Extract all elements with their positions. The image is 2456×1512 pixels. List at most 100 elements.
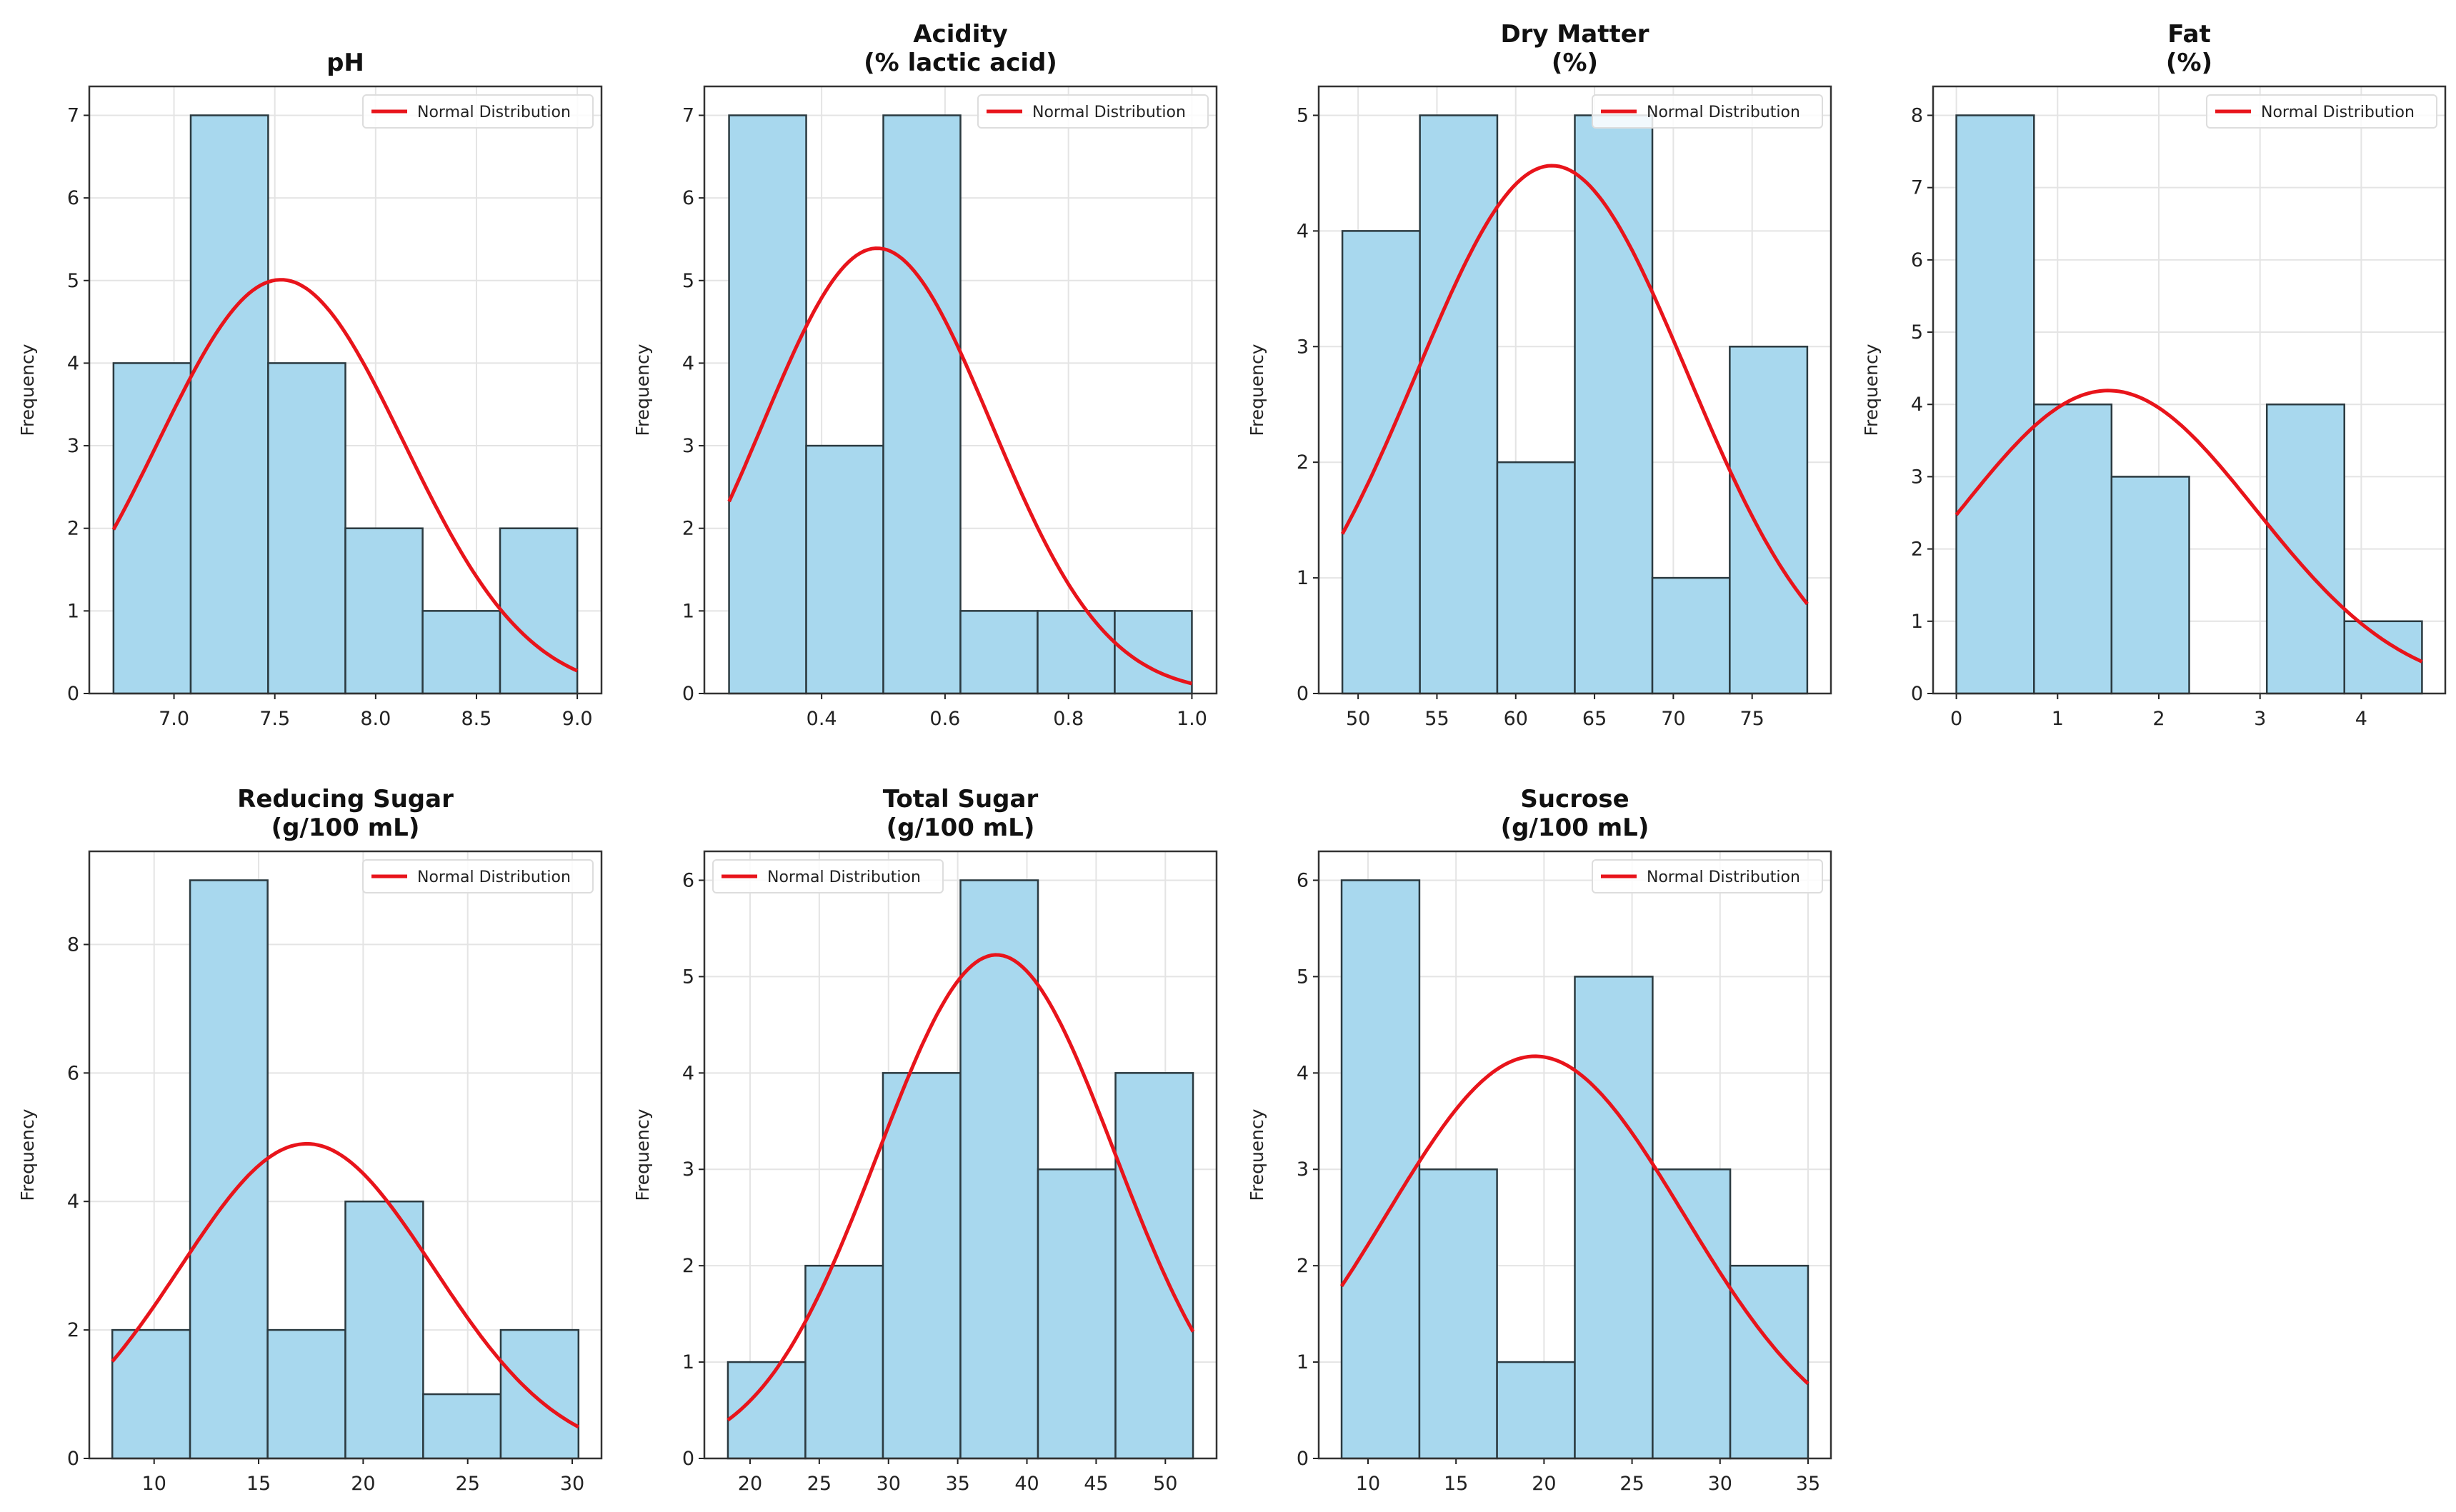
y-tick-label: 2 (67, 518, 79, 540)
y-tick-label: 5 (682, 270, 694, 292)
x-tick-label: 4 (2355, 708, 2367, 730)
x-tick-label: 2 (2152, 708, 2165, 730)
legend-label: Normal Distribution (767, 868, 921, 886)
x-tick-label: 10 (1356, 1473, 1380, 1495)
x-tick-label: 65 (1582, 708, 1607, 730)
histogram-bar (1729, 346, 1809, 695)
legend-label: Normal Distribution (1032, 104, 1186, 121)
y-tick-label: 1 (1297, 567, 1309, 589)
legend-box (1592, 859, 1823, 893)
y-tick-label: 2 (67, 1319, 79, 1341)
y-tick-label: 8 (67, 933, 79, 956)
y-tick-label: 4 (1911, 394, 1923, 416)
histogram-bar (1651, 576, 1731, 695)
x-tick-label: 35 (945, 1473, 969, 1495)
y-tick-label: 1 (1911, 611, 1923, 633)
x-tick-label: 0.6 (929, 708, 960, 730)
y-tick-label: 4 (67, 1191, 79, 1213)
y-tick-label: 4 (1297, 220, 1309, 242)
y-tick-label: 6 (1297, 869, 1309, 891)
legend-box (1592, 94, 1823, 129)
y-tick-label: 0 (682, 1448, 694, 1470)
legend: Normal Distribution (1592, 94, 1823, 129)
axes-frame (1317, 85, 1832, 695)
x-tick-label: 75 (1740, 708, 1764, 730)
x-tick-label: 70 (1661, 708, 1685, 730)
histogram-bar (1955, 114, 2035, 695)
x-tick-label: 10 (142, 1473, 166, 1495)
x-tick-label: 7.0 (159, 708, 189, 730)
legend-label: Normal Distribution (1647, 868, 1800, 886)
axes-frame (88, 85, 603, 695)
y-tick-label: 4 (67, 352, 79, 374)
y-tick-label: 7 (67, 104, 79, 126)
y-tick-label: 6 (682, 187, 694, 209)
x-tick-label: 25 (1619, 1473, 1644, 1495)
x-tick-label: 30 (560, 1473, 584, 1495)
y-tick-label: 1 (682, 600, 694, 622)
y-tick-label: 0 (67, 1448, 79, 1470)
legend-box (712, 859, 944, 893)
histogram-panel: 0 1 2 3 4 5 6 7 8 0 1 2 3 4 Fat(%) Frequency Normal Dist… (1861, 20, 2447, 730)
y-tick-label: 5 (1297, 966, 1309, 988)
chart-title: (g/100 mL) (1501, 813, 1649, 842)
legend-label: Normal Distribution (2261, 104, 2415, 121)
y-tick-label: 6 (67, 187, 79, 209)
histogram-bar (805, 444, 884, 695)
y-tick-label: 2 (682, 518, 694, 540)
histogram-bar (1574, 976, 1654, 1460)
x-tick-label: 15 (246, 1473, 271, 1495)
legend: Normal Distribution (2206, 94, 2437, 129)
histogram-bar (1037, 1168, 1117, 1460)
y-tick-label: 3 (1297, 1158, 1309, 1181)
normal-distribution-curve (727, 246, 1193, 686)
x-tick-label: 9.0 (562, 708, 593, 730)
histogram-bar (1340, 879, 1421, 1460)
histogram-bar (959, 879, 1039, 1460)
histogram-bar (2343, 620, 2423, 695)
legend-box (362, 859, 594, 893)
chart-title: Sucrose (1520, 785, 1629, 813)
legend-label: Normal Distribution (417, 104, 571, 121)
y-tick-label: 4 (682, 1062, 694, 1084)
chart-title: Fat (2167, 20, 2210, 49)
legend: Normal Distribution (362, 94, 594, 129)
histogram-bar (1341, 230, 1421, 695)
y-tick-label: 0 (1297, 1448, 1309, 1470)
chart-title: pH (326, 49, 364, 77)
y-tick-label: 6 (67, 1062, 79, 1084)
x-tick-label: 30 (877, 1473, 901, 1495)
histogram-bar (421, 610, 501, 695)
x-tick-label: 1 (2052, 708, 2064, 730)
x-tick-label: 3 (2254, 708, 2266, 730)
y-tick-label: 3 (1297, 336, 1309, 358)
histogram-bar (882, 1072, 962, 1460)
y-axis-label: Frequency (632, 1108, 653, 1201)
x-tick-label: 7.5 (259, 708, 290, 730)
y-tick-label: 1 (67, 600, 79, 622)
histogram-bar (1496, 461, 1576, 695)
x-tick-label: 20 (738, 1473, 762, 1495)
histogram-bar (1729, 1264, 1809, 1460)
y-tick-label: 6 (1911, 249, 1923, 271)
chart-title: (%) (1552, 49, 1598, 77)
legend-box (977, 94, 1209, 129)
histogram-panel: 0 1 2 3 4 5 6 7 7.0 7.5 8.0 8.5 9.0 pH Frequency Normal… (17, 49, 603, 730)
x-tick-label: 50 (1346, 708, 1370, 730)
histogram-bar (804, 1264, 884, 1460)
y-tick-label: 5 (67, 270, 79, 292)
y-tick-label: 3 (682, 1158, 694, 1181)
histogram-bar (1652, 1168, 1732, 1460)
x-tick-label: 1.0 (1177, 708, 1207, 730)
histogram-bar (1574, 114, 1654, 695)
histogram-bar (1037, 610, 1116, 695)
x-tick-label: 60 (1504, 708, 1528, 730)
chart-title: Dry Matter (1500, 20, 1649, 49)
histogram-bar (111, 1328, 191, 1460)
histogram-bar (189, 114, 269, 695)
y-tick-label: 3 (682, 435, 694, 457)
y-tick-label: 7 (1911, 177, 1923, 199)
histogram-bar (959, 610, 1039, 695)
y-tick-label: 5 (1297, 104, 1309, 126)
